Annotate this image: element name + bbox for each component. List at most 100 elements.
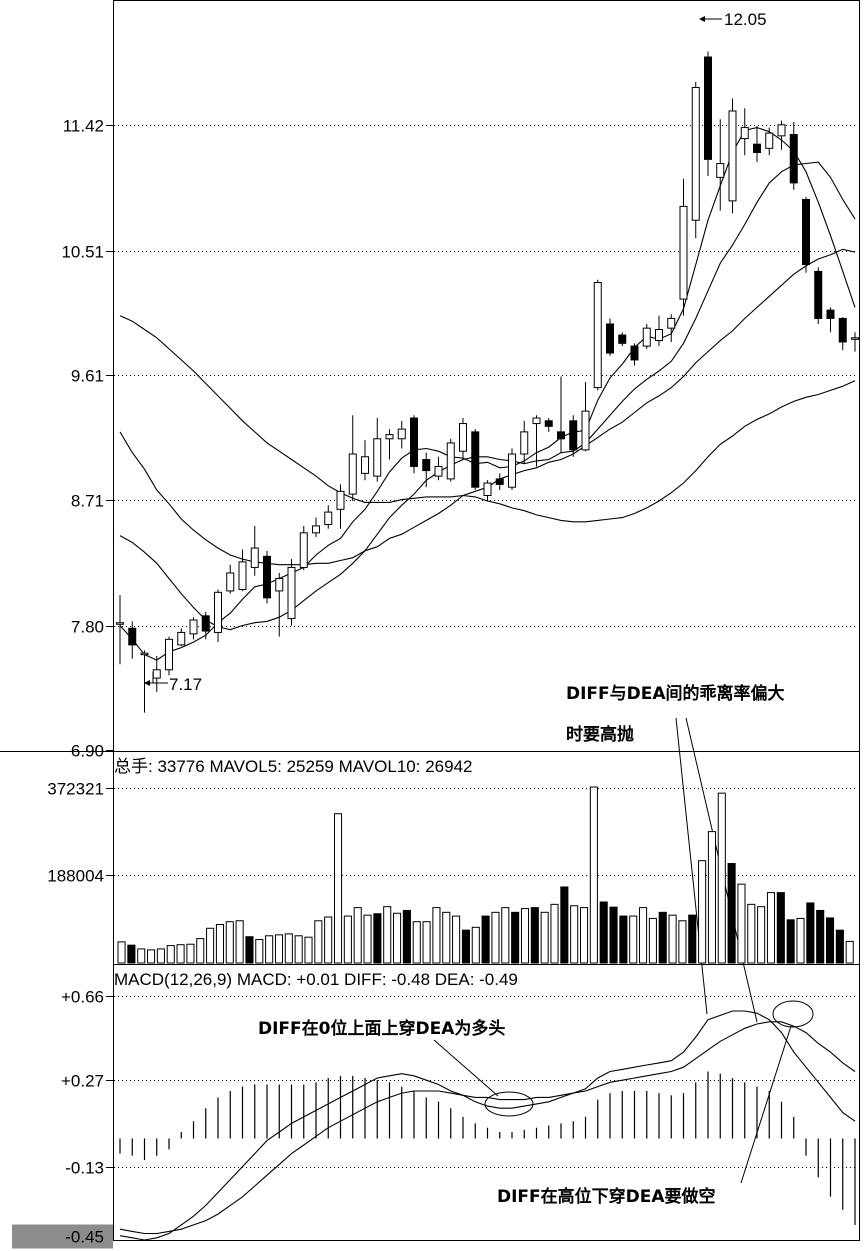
volume-bar-down xyxy=(461,929,470,964)
high-marker-arrow xyxy=(699,16,705,22)
volume-bar-up xyxy=(668,914,677,964)
price-tick-label: 7.80 xyxy=(71,618,104,637)
volume-bar-up xyxy=(540,911,549,964)
candle-body-up xyxy=(361,456,369,474)
candle xyxy=(471,429,480,490)
candle-body-down xyxy=(422,459,431,472)
volume-bar-up xyxy=(137,948,146,964)
volume-bar-up xyxy=(757,906,766,964)
volume-bars xyxy=(117,786,854,964)
volume-bar-down xyxy=(127,944,136,964)
volume-bar-up xyxy=(707,831,716,964)
volume-bar-up xyxy=(747,903,756,964)
volume-bar-down xyxy=(609,906,618,964)
volume-bar-down xyxy=(560,886,569,964)
annotation-high-sell-pointer-a xyxy=(675,717,708,1015)
candle-body-down xyxy=(128,627,137,646)
candle xyxy=(618,332,627,347)
candle-body-up xyxy=(459,423,467,452)
macd-histogram xyxy=(119,1071,856,1225)
candle xyxy=(630,343,639,366)
candle xyxy=(508,448,516,490)
candle xyxy=(581,382,590,452)
volume-bar-down xyxy=(511,911,520,964)
volume-bar-up xyxy=(215,924,224,964)
annotation-golden-cross: DIFF在0位上面上穿DEA为多头 xyxy=(258,1018,505,1039)
candle xyxy=(250,525,259,576)
volume-bar-up xyxy=(333,813,343,964)
volume-bar-up xyxy=(501,907,510,964)
volume-tick-label: 372321 xyxy=(47,780,104,799)
volume-bar-up xyxy=(520,908,530,964)
volume-bar-up xyxy=(412,921,421,964)
candle-body-up xyxy=(348,453,357,495)
volume-bar-up xyxy=(737,883,746,964)
candle xyxy=(789,122,798,190)
volume-bar-down xyxy=(530,907,539,964)
candle xyxy=(838,317,847,351)
candle xyxy=(189,617,198,640)
price-tick-label: 10.51 xyxy=(61,243,104,262)
candle-body-down xyxy=(557,431,565,440)
candle-body-up xyxy=(214,591,222,633)
volume-bar-up xyxy=(629,915,638,964)
volume-bar-down xyxy=(373,913,382,964)
macd-tick-label: +0.27 xyxy=(61,1072,104,1091)
volume-bar-up xyxy=(363,914,372,964)
candle xyxy=(336,484,345,529)
volume-bar-up xyxy=(422,921,431,964)
high-marker: 12.05 xyxy=(699,10,767,29)
candle-body-up xyxy=(336,490,345,510)
macd-tick-label: -0.45 xyxy=(65,1228,104,1247)
candle-body-up xyxy=(275,577,284,592)
volume-bar-up xyxy=(570,905,579,964)
candle xyxy=(116,595,124,665)
candle xyxy=(740,108,749,156)
candle xyxy=(459,418,467,460)
candle-body-up xyxy=(483,482,492,496)
candle xyxy=(826,307,835,333)
death-cross-ellipse xyxy=(772,1000,814,1028)
candle-body-down xyxy=(814,270,823,319)
candle xyxy=(655,315,663,347)
volume-bar-up xyxy=(383,906,392,964)
low-label: 7.17 xyxy=(169,675,202,694)
volume-bar-up xyxy=(314,920,323,964)
volume-bar-up xyxy=(579,907,589,964)
price-grid xyxy=(114,125,858,627)
volume-bar-up xyxy=(678,920,687,964)
candle-body-down xyxy=(606,323,614,354)
candle xyxy=(434,456,443,481)
price-tick-label: 9.61 xyxy=(71,367,104,386)
volume-bar-down xyxy=(481,915,490,964)
candle-body-up xyxy=(287,566,296,620)
volume-bar-up xyxy=(698,860,707,964)
candle-body-up xyxy=(765,132,774,149)
candle-body-up xyxy=(299,532,308,568)
candle-body-up xyxy=(642,327,651,347)
candle-body-up xyxy=(655,329,663,342)
volume-bar-down xyxy=(245,936,254,964)
annotation-death-cross-pointer xyxy=(740,1025,792,1184)
volume-bar-down xyxy=(619,915,628,964)
dea-line xyxy=(119,1021,856,1235)
volume-bar-up xyxy=(186,943,195,964)
volume-bar-up xyxy=(452,915,461,964)
candle xyxy=(373,418,382,482)
candle-body-down xyxy=(569,420,578,451)
candle xyxy=(361,440,369,481)
candle-body-down xyxy=(544,420,553,427)
candle xyxy=(679,178,688,316)
candle-body-up xyxy=(165,638,173,671)
candle-body-down xyxy=(618,334,627,344)
macd-info: MACD(12,26,9) MACD: +0.01 DIFF: -0.48 DE… xyxy=(114,970,518,989)
candle xyxy=(214,589,222,643)
volume-bar-up xyxy=(156,948,165,964)
volume-bar-up xyxy=(176,944,185,964)
price-tick-label: 8.71 xyxy=(71,492,104,511)
macd-tick-label: +0.66 xyxy=(61,988,104,1007)
volume-bar-up xyxy=(294,935,303,964)
candle xyxy=(422,452,431,488)
macd-axis: +0.66 +0.27 -0.13 -0.45 xyxy=(12,988,858,1249)
